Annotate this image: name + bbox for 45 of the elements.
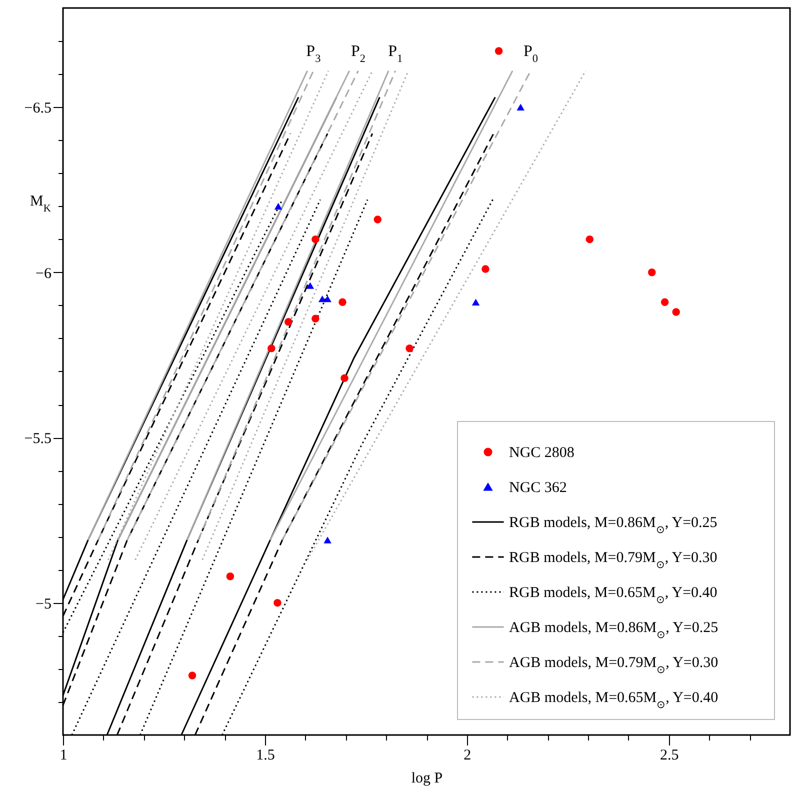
annotation: P$_{3}$ [306, 42, 322, 65]
point [188, 672, 196, 680]
point [374, 216, 382, 224]
point [494, 47, 503, 55]
point [226, 572, 234, 580]
legend-label: AGB models, M=0.65M$_{⊙}$, Y=0.40 [509, 690, 718, 710]
y-tick-label: −6 [36, 266, 52, 282]
x-tick-label: 2 [464, 748, 472, 764]
legend-label: NGC 362 [509, 480, 567, 496]
legend-label: RGB models, M=0.86M$_{⊙}$, Y=0.25 [509, 515, 718, 536]
legend-label: AGB models, M=0.86M$_{⊙}$, Y=0.25 [509, 620, 718, 640]
point [472, 298, 480, 306]
point [406, 344, 414, 352]
y-tick-label: −5 [36, 596, 52, 612]
point [306, 282, 314, 289]
x-axis-title: log P [411, 770, 443, 786]
point [338, 298, 346, 306]
y-tick-label: −6.5 [24, 100, 52, 117]
annotation: P$_{0}$ [523, 42, 538, 65]
x-tick-label: 1.5 [256, 748, 275, 764]
point [340, 374, 348, 382]
annotation: P$_{1}$ [388, 42, 403, 65]
legend-label: NGC 2808 [509, 445, 574, 461]
x-tick-label: 1 [60, 748, 68, 764]
point [516, 104, 524, 110]
point [324, 295, 332, 302]
point [660, 298, 669, 306]
point [648, 268, 656, 276]
legend-label: RGB models, M=0.79M$_{⊙}$, Y=0.30 [509, 550, 718, 570]
point [482, 265, 490, 273]
point [274, 202, 282, 210]
point [324, 536, 332, 544]
legend-label: AGB models, M=0.79M$_{⊙}$, Y=0.30 [509, 655, 718, 676]
x-tick-label: 2.5 [660, 748, 679, 764]
point [284, 318, 292, 326]
point [672, 308, 680, 316]
y-axis-title: M$_{K}$ [30, 194, 52, 214]
point [586, 235, 594, 244]
point [268, 344, 276, 352]
point [312, 235, 320, 244]
point [312, 314, 320, 322]
y-tick-label: −5.5 [24, 431, 52, 448]
annotation: P$_{2}$ [350, 42, 366, 65]
point [274, 598, 282, 607]
legend-label: RGB models, M=0.65M$_{⊙}$, Y=0.40 [509, 585, 718, 606]
